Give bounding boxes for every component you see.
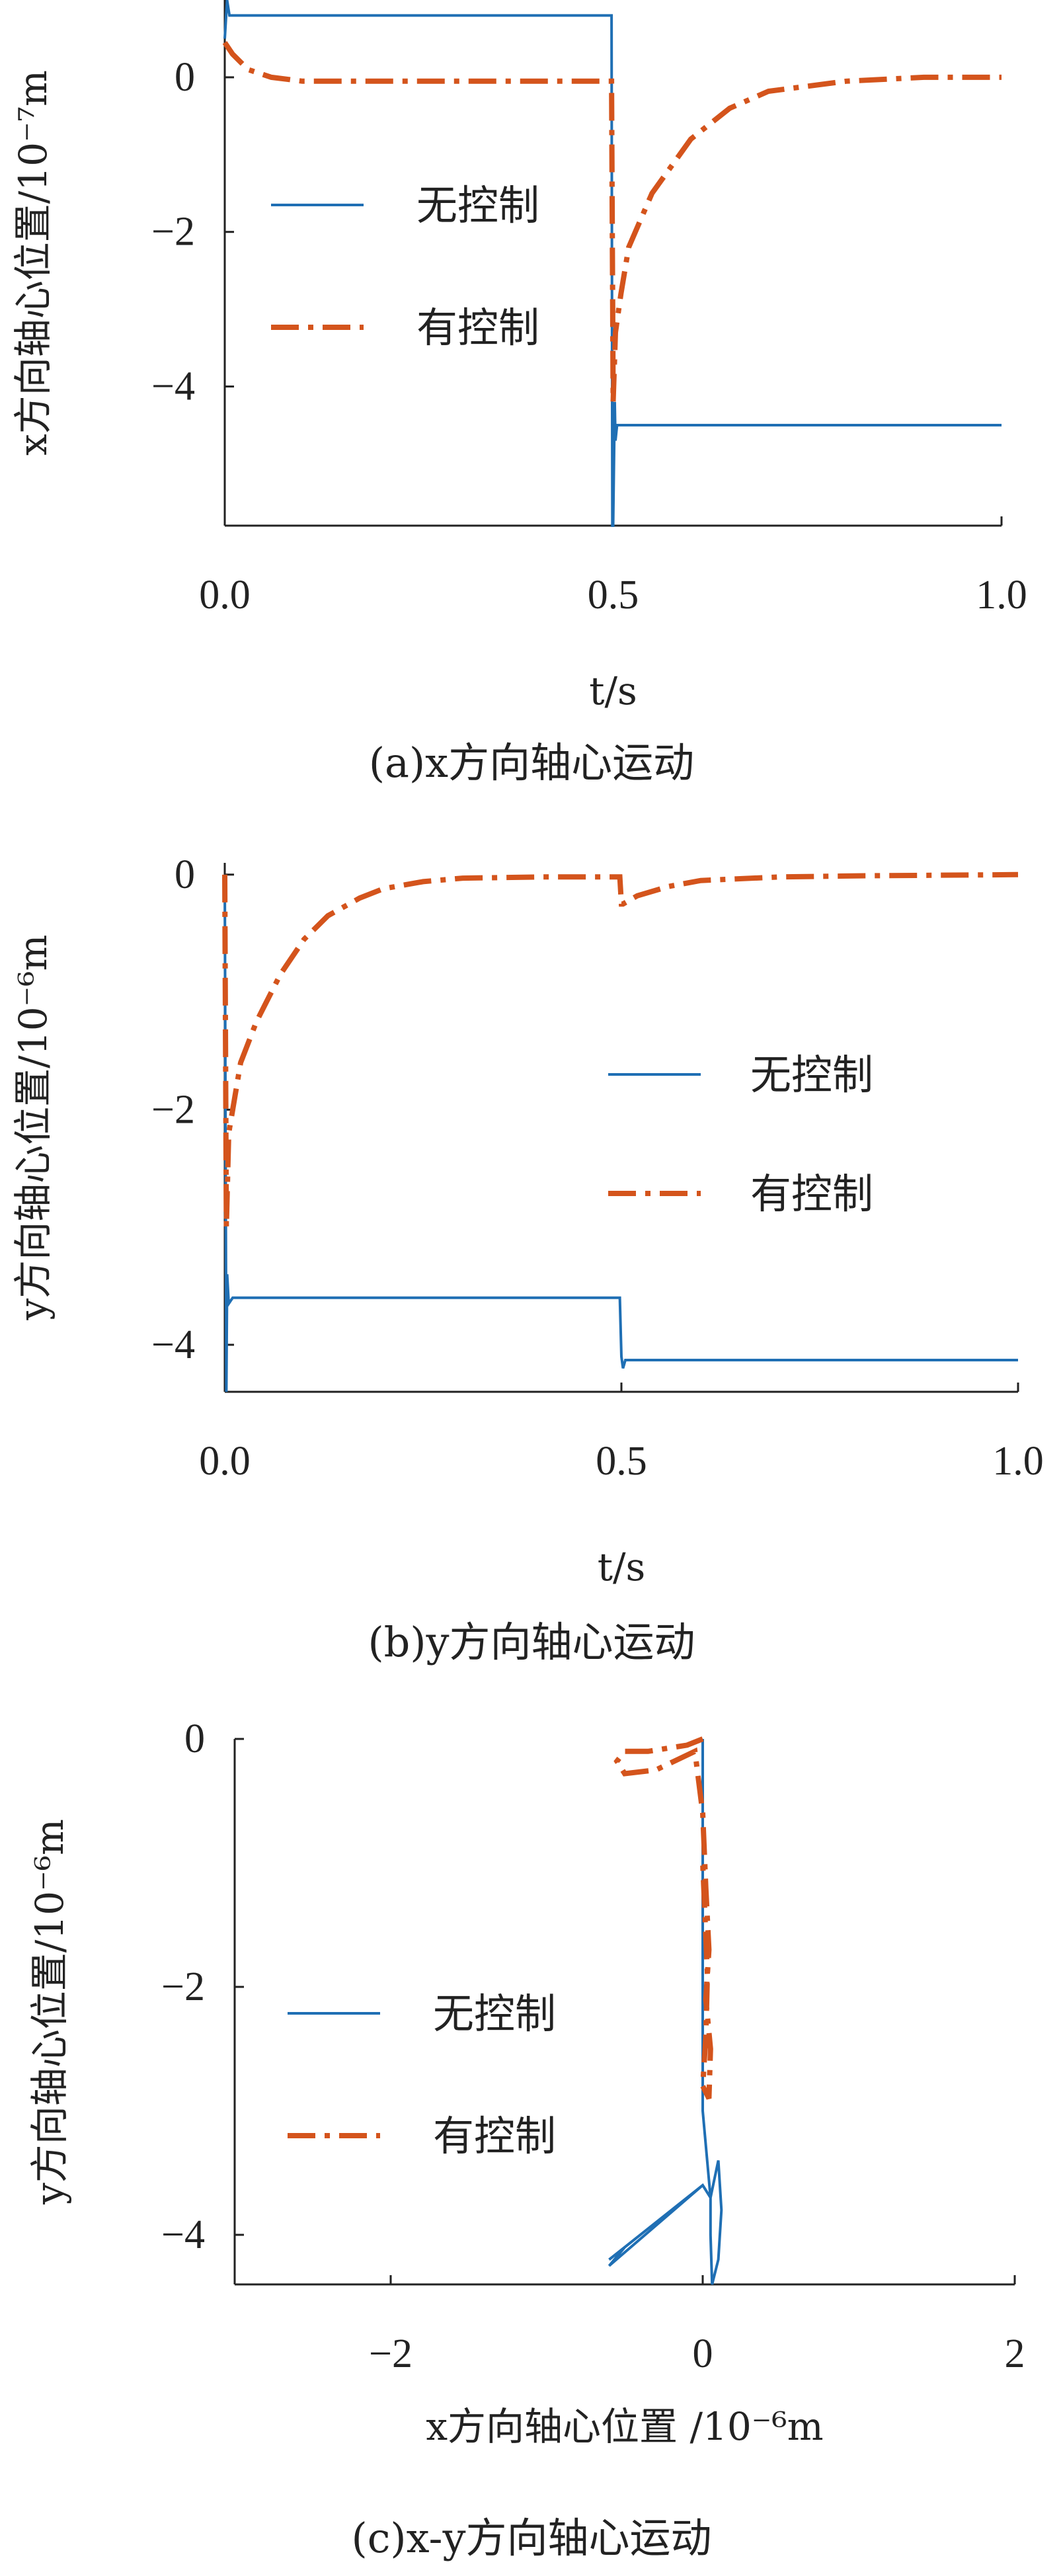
- x-tick-label: 1.0: [992, 1439, 1044, 1484]
- y-tick-label: −4: [161, 2212, 205, 2257]
- x-tick-label: 0.5: [596, 1439, 647, 1484]
- y-tick-label: −4: [151, 1322, 195, 1367]
- series-line-controlled: [222, 871, 1019, 1228]
- series-line-controlled: [222, 41, 1002, 403]
- x-tick-label: 0.5: [588, 573, 639, 618]
- x-axis-label: t/s: [598, 1545, 646, 1590]
- y-axis-label: y方向轴心位置/10⁻⁶m: [27, 1819, 72, 2205]
- y-tick-label: 0: [175, 852, 195, 897]
- x-axis-label: x方向轴心位置 /10⁻⁶m: [426, 2404, 823, 2449]
- panel-caption: (a)x方向轴心运动: [369, 739, 694, 787]
- y-axis-label: x方向轴心位置/10⁻⁷m: [11, 70, 56, 456]
- y-tick-label: 0: [184, 1716, 205, 1761]
- legend-label: 有控制: [416, 303, 539, 352]
- x-axis-label: t/s: [589, 668, 637, 713]
- series-line-uncontrolled: [223, 0, 1002, 527]
- legend-label: 有控制: [433, 2112, 556, 2160]
- series-line-controlled: [613, 1736, 713, 2100]
- y-tick-label: −2: [151, 210, 195, 255]
- x-tick-label: 2: [1005, 2331, 1025, 2376]
- x-tick-label: 0.0: [199, 1439, 251, 1484]
- y-tick-label: −4: [151, 364, 195, 409]
- x-tick-label: 0.0: [199, 573, 251, 618]
- legend-label: 有控制: [750, 1170, 873, 1218]
- legend-label: 无控制: [750, 1051, 873, 1099]
- y-tick-label: −2: [161, 1964, 205, 2009]
- y-axis-label: y方向轴心位置/10⁻⁶m: [11, 935, 56, 1321]
- legend-label: 无控制: [433, 1990, 556, 2038]
- y-tick-label: −2: [151, 1087, 195, 1132]
- legend-label: 无控制: [416, 181, 539, 229]
- y-tick-label: 0: [175, 55, 195, 100]
- x-tick-label: 1.0: [976, 573, 1027, 618]
- panel-caption: (b)y方向轴心运动: [368, 1618, 695, 1666]
- series-line-uncontrolled: [223, 874, 1018, 1392]
- panel-caption: (c)x-y方向轴心运动: [352, 2514, 712, 2562]
- x-tick-label: 0: [693, 2331, 713, 2376]
- series-line-uncontrolled: [608, 1739, 723, 2285]
- x-tick-label: −2: [369, 2331, 413, 2376]
